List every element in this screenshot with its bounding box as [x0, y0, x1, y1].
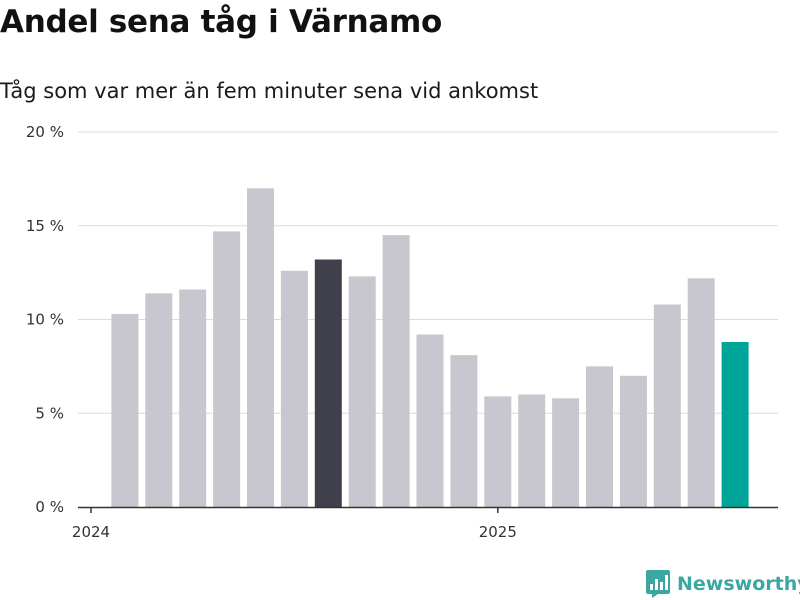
bar	[280, 270, 308, 508]
bar	[518, 394, 546, 507]
x-tick-label: 2025	[479, 523, 517, 541]
y-tick-label: 15 %	[26, 217, 64, 235]
bars	[111, 188, 749, 508]
bar	[653, 304, 681, 507]
y-axis-labels: 0 % 5 % 10 % 15 % 20 %	[26, 123, 64, 516]
bar	[416, 334, 444, 507]
x-tick-label: 2024	[72, 523, 110, 541]
chart-title: Andel sena tåg i Värnamo	[0, 4, 442, 40]
bar	[111, 313, 139, 507]
bar	[721, 342, 749, 507]
bar	[348, 276, 376, 507]
bar	[619, 375, 647, 508]
newsworthy-logo-icon	[646, 570, 670, 598]
brand-logo: Newsworthy	[645, 568, 800, 600]
brand-name: Newsworthy	[677, 573, 800, 595]
bar	[247, 188, 274, 508]
y-tick-label: 20 %	[26, 123, 64, 141]
chart-subtitle: Tåg som var mer än fem minuter sena vid …	[0, 79, 539, 103]
bar	[314, 259, 342, 507]
bar	[382, 235, 410, 507]
bar	[213, 231, 241, 507]
bar	[552, 398, 580, 508]
bar	[179, 289, 207, 507]
bar	[484, 396, 512, 507]
bar	[450, 355, 478, 507]
bar	[586, 366, 613, 507]
y-tick-label: 5 %	[35, 404, 64, 422]
bar	[145, 293, 173, 508]
y-tick-label: 0 %	[35, 498, 64, 516]
bar	[687, 278, 715, 508]
y-tick-label: 10 %	[26, 311, 64, 329]
x-axis: 2024 2025	[72, 506, 778, 541]
